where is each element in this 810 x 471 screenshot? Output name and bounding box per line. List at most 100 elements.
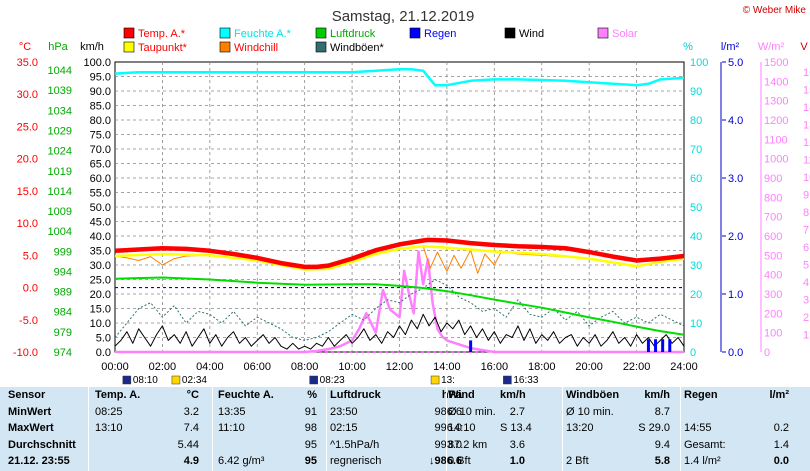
- tick-label-wind: 65.0: [90, 159, 111, 171]
- marker-label: 13:: [441, 375, 455, 386]
- tick-label-wind: 90.0: [90, 86, 111, 98]
- stats-cell: 2 Bft: [566, 455, 589, 468]
- time-markers: 08:10 02:34 08:23 13: 16:33: [122, 375, 539, 386]
- tick-label-pressure: 989: [54, 287, 72, 299]
- tick-label-pressure: 1039: [48, 85, 72, 97]
- tick-label-wind: 25.0: [90, 275, 111, 287]
- stats-cell: Gesamt:: [684, 438, 726, 451]
- rain-bar: [646, 339, 650, 352]
- legend-label: Solar: [612, 28, 638, 40]
- tick-label-temp: 15.0: [17, 186, 38, 198]
- stats-cell: 5.44: [177, 438, 199, 451]
- legend: Temp. A.* Feuchte A.* Luftdruck Regen Wind So…: [123, 27, 638, 54]
- tick-label-temp: 0.0: [23, 283, 38, 295]
- legend-swatch: [219, 41, 231, 53]
- tick-label-wind: 30.0: [90, 260, 111, 272]
- tick-label-far-right: 7: [803, 225, 809, 237]
- axis-unit-label: km/h: [80, 41, 104, 53]
- stats-cell: 91: [304, 405, 317, 418]
- tick-label-humidity: 20: [690, 289, 702, 301]
- stats-cell: S 29.0: [638, 422, 670, 435]
- chart-title: Samstag, 21.12.2019: [332, 8, 475, 25]
- column-separator: [446, 387, 447, 471]
- stats-cell: 14:10: [448, 422, 476, 435]
- tick-label-far-right: 2: [803, 312, 809, 324]
- tick-label-wind: 5.0: [96, 333, 111, 345]
- stats-cell: MinWert: [8, 405, 52, 418]
- tick-label-wind: 70.0: [90, 144, 111, 156]
- tick-label-time: 04:00: [196, 361, 224, 373]
- marker-icon: [430, 375, 440, 385]
- stats-cell: 13:10: [95, 422, 123, 435]
- axis-unit-label: V: [800, 41, 808, 53]
- marker-icon: [503, 375, 512, 385]
- stats-cell: 0 Bft: [448, 455, 471, 468]
- legend-label: Feuchte A.*: [234, 28, 292, 40]
- stats-cell: 21.12. 23:55: [8, 455, 70, 468]
- stats-cell: 0.0: [773, 455, 789, 468]
- marker-icon: [122, 375, 132, 385]
- tick-label-wind: 0.0: [96, 347, 111, 359]
- stats-cell: 11:10: [218, 422, 245, 435]
- tick-label-solar: 1300: [764, 96, 788, 108]
- tick-label-rain: 5.0: [728, 57, 743, 69]
- tick-label-solar: 900: [764, 173, 782, 185]
- legend-swatch: [315, 27, 327, 39]
- stats-cell: MaxWert: [8, 422, 54, 435]
- tick-label-pressure: 1034: [48, 105, 72, 117]
- stats-cell: Temp. A.: [95, 389, 141, 401]
- tick-label-solar: 600: [764, 231, 782, 243]
- stats-cell: Feuchte A.: [218, 389, 274, 401]
- tick-label-time: 12:00: [386, 361, 414, 373]
- stats-cell: 9.4: [654, 438, 670, 451]
- legend-swatch: [123, 27, 135, 39]
- stats-cell: 1.4: [773, 438, 789, 451]
- column-separator: [562, 387, 563, 471]
- tick-label-humidity: 50: [690, 202, 702, 214]
- stats-cell: Durchschnitt: [8, 438, 76, 451]
- stats-cell: Sensor: [8, 389, 46, 401]
- stats-cell: Ø 10 min.: [566, 405, 614, 418]
- tick-label-temp: 25.0: [17, 121, 38, 133]
- stats-cell: 1.0: [509, 455, 525, 468]
- axis-unit-label: W/m²: [758, 41, 785, 53]
- stats-cell: Luftdruck: [330, 389, 381, 401]
- stats-cell: 3.6: [509, 438, 525, 451]
- tick-label-rain: 1.0: [728, 289, 743, 301]
- legend-swatch: [409, 27, 421, 39]
- tick-label-time: 02:00: [149, 361, 177, 373]
- tick-label-far-right: 1: [803, 330, 809, 342]
- stats-cell: ^1.5hPa/h: [330, 438, 380, 451]
- stats-cell: Wind: [448, 389, 475, 401]
- tick-label-wind: 80.0: [90, 115, 111, 127]
- stats-cell: 6.42 g/m³: [218, 455, 265, 468]
- tick-label-pressure: 1009: [48, 206, 72, 218]
- stats-cell: S 13.4: [500, 422, 532, 435]
- tick-label-temp: 10.0: [17, 218, 38, 230]
- legend-swatch: [219, 27, 231, 39]
- tick-label-pressure: 1044: [48, 65, 72, 77]
- tick-label-solar: 1100: [764, 134, 788, 146]
- stats-cell: 2.7: [509, 405, 525, 418]
- tick-label-wind: 20.0: [90, 289, 111, 301]
- tick-label-pressure: 974: [54, 347, 72, 359]
- rain-bar: [668, 339, 672, 352]
- tick-label-wind: 85.0: [90, 101, 111, 113]
- tick-label-pressure: 999: [54, 246, 72, 258]
- tick-label-solar: 0: [764, 347, 770, 359]
- stats-cell: 0.2: [773, 422, 789, 435]
- tick-label-solar: 1500: [764, 57, 788, 69]
- tick-label-humidity: 30: [690, 260, 702, 272]
- column-separator: [212, 387, 213, 471]
- stats-cell: ↓986.6: [410, 455, 462, 467]
- stats-cell: 5.8: [654, 455, 670, 468]
- tick-label-pressure: 1024: [48, 146, 72, 158]
- stats-cell: 8.7: [654, 405, 670, 418]
- tick-label-humidity: 40: [690, 231, 702, 243]
- tick-label-temp: 20.0: [17, 154, 38, 166]
- tick-label-temp: 30.0: [17, 89, 38, 101]
- stats-cell: 08:25: [95, 405, 123, 418]
- marker-label: 08:23: [320, 375, 345, 386]
- tick-label-temp: -10.0: [13, 347, 38, 359]
- tick-label-far-right: 4: [803, 277, 809, 289]
